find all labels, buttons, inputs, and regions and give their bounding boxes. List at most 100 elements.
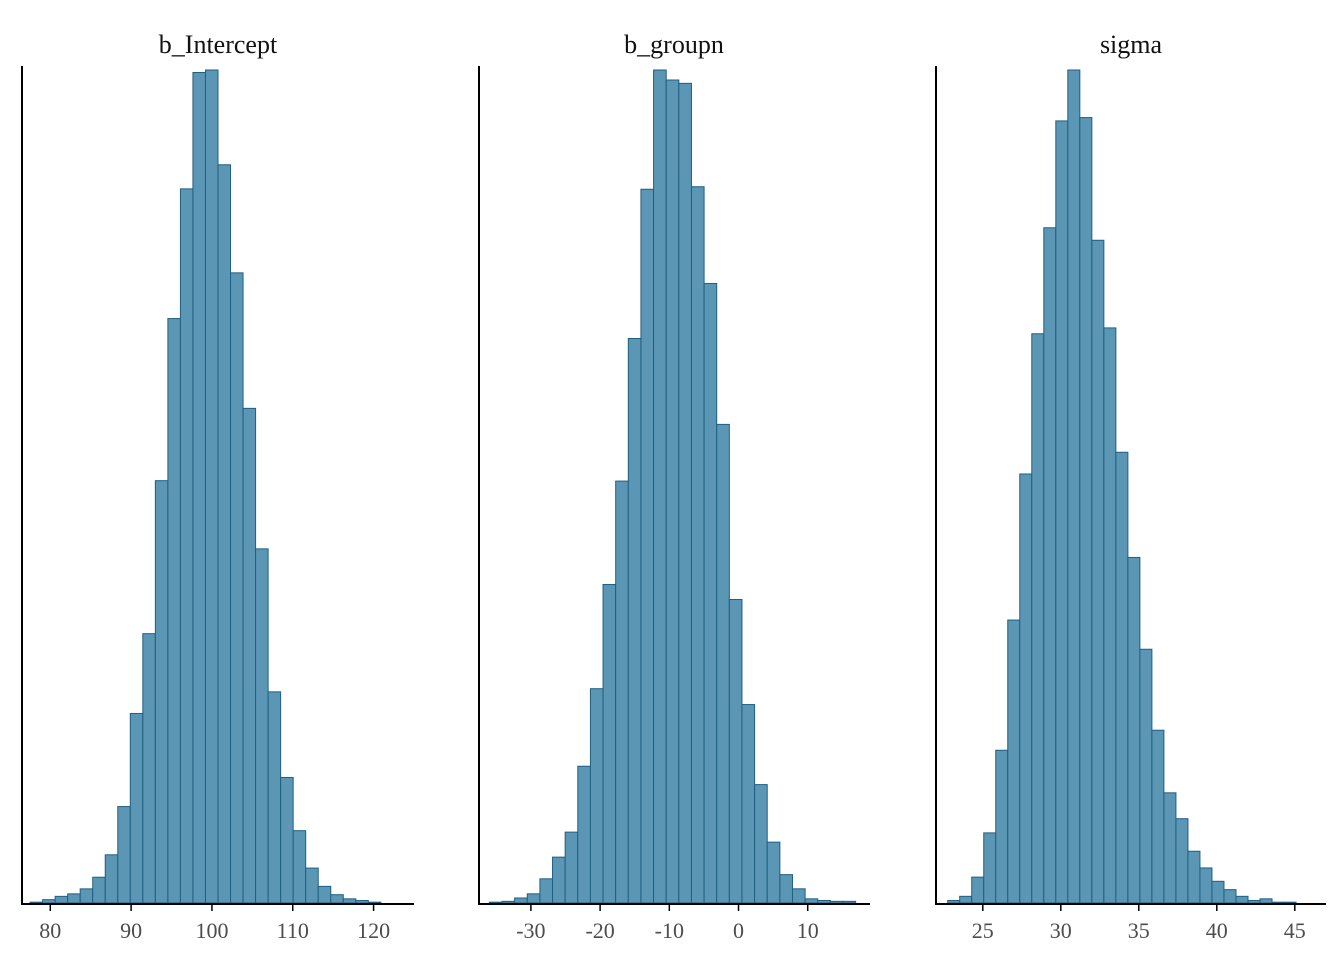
histogram-bar	[791, 888, 806, 904]
histogram-bar	[79, 888, 94, 904]
histogram-bar	[367, 901, 382, 904]
histogram-bar	[971, 876, 985, 904]
histogram-bar	[741, 704, 756, 904]
histogram-bar	[1007, 619, 1021, 904]
histogram-bar	[267, 691, 282, 904]
histogram-bar	[842, 900, 857, 904]
histogram-bar	[142, 633, 156, 904]
x-tick-label: 120	[357, 918, 390, 943]
x-tick-label: 80	[39, 918, 61, 943]
histogram-bar	[754, 784, 768, 904]
histogram-bar	[204, 69, 219, 904]
histogram-bar	[167, 318, 181, 904]
histogram-bar	[514, 897, 528, 904]
histogram-bar	[552, 856, 566, 904]
histogram-bar	[1055, 120, 1069, 904]
histogram-bar	[690, 186, 705, 904]
histogram-bar	[526, 893, 541, 904]
histogram-bar	[983, 832, 997, 904]
histogram-bar	[995, 749, 1009, 904]
histogram-bar	[117, 806, 131, 904]
histogram-bar	[129, 712, 144, 904]
histogram-bar	[280, 776, 294, 904]
x-tick-label: 25	[972, 918, 994, 943]
histogram-bar	[627, 337, 642, 904]
panel-title: b_groupn	[624, 30, 724, 59]
histogram-bar	[1151, 729, 1165, 904]
histogram-bar	[317, 885, 332, 904]
histogram-bar	[1223, 889, 1237, 904]
histogram-bar	[947, 900, 961, 904]
histogram-bar	[564, 831, 579, 904]
histogram-bar	[1283, 901, 1297, 904]
histogram-bar	[602, 583, 617, 904]
histogram-bar	[1079, 117, 1093, 904]
x-tick-label: 100	[195, 918, 228, 943]
histogram-bar	[342, 898, 357, 904]
histogram-bar	[1067, 69, 1081, 904]
histogram-bar	[817, 900, 831, 904]
x-tick-label: 0	[733, 918, 744, 943]
histogram-bar	[1127, 556, 1141, 904]
histogram-bar	[67, 893, 81, 904]
histogram-bar	[539, 878, 554, 904]
histogram-bar	[1091, 239, 1105, 904]
panel-sigma: sigma 25 30 35 40 45	[935, 30, 1326, 943]
histogram-bar	[355, 900, 369, 904]
x-tick-label: 90	[120, 918, 142, 943]
histogram-bar	[217, 164, 232, 904]
histogram-bar	[104, 854, 119, 904]
x-tick-label: 10	[797, 918, 819, 943]
histogram-bar	[54, 895, 69, 904]
histogram-bar	[1199, 867, 1213, 904]
histogram-bar	[1235, 895, 1249, 904]
x-tick-label: -10	[655, 918, 684, 943]
x-tick-label: 45	[1284, 918, 1306, 943]
histogram-bar	[230, 272, 244, 904]
histogram-bar	[653, 69, 667, 904]
histogram-bar	[29, 901, 44, 904]
histogram-bar	[1139, 648, 1153, 904]
histogram-bar	[305, 867, 319, 904]
histogram-bar	[615, 480, 629, 904]
histogram-bar	[330, 894, 344, 904]
histogram-bar	[1031, 333, 1045, 904]
histogram-bar	[1271, 901, 1285, 904]
histogram-bar	[42, 899, 56, 904]
histogram-bar	[678, 82, 692, 904]
x-tick-label: -30	[516, 918, 545, 943]
histogram-bar	[154, 480, 169, 904]
histogram-bar	[959, 895, 973, 904]
histogram-bar	[804, 898, 819, 904]
x-tick-label: 40	[1206, 918, 1228, 943]
histogram-bar	[292, 830, 307, 904]
histogram-bar	[779, 874, 793, 904]
histogram-bar	[716, 423, 730, 904]
x-tick-label: 35	[1128, 918, 1150, 943]
x-tick-label: 110	[277, 918, 309, 943]
histogram-bar	[577, 765, 591, 904]
panel-b-intercept: b_Intercept 80 90 100 110 120	[21, 30, 414, 943]
histogram-bar	[242, 407, 257, 904]
histogram-bar	[640, 188, 655, 904]
histogram-bar	[703, 282, 718, 904]
histogram-bar	[1211, 880, 1225, 904]
histogram-bar	[1019, 473, 1033, 904]
histogram-bar	[1187, 850, 1201, 904]
histogram-bar	[192, 71, 206, 904]
x-tick-label: -20	[585, 918, 614, 943]
x-tick-label: 30	[1050, 918, 1072, 943]
histogram-bar	[255, 548, 269, 904]
histogram-bar	[728, 598, 743, 904]
histogram-bar	[665, 79, 680, 904]
panel-title: sigma	[1100, 30, 1163, 59]
histogram-bar	[92, 876, 106, 904]
histogram-bar	[501, 900, 516, 904]
histogram-bar	[1175, 818, 1189, 904]
panel-b-groupn: b_groupn -30 -20 -10 0 10	[478, 30, 870, 943]
histogram-bar	[766, 841, 781, 904]
histogram-bar	[1163, 792, 1177, 904]
histogram-bar	[1247, 900, 1261, 904]
histogram-bar	[488, 901, 503, 904]
